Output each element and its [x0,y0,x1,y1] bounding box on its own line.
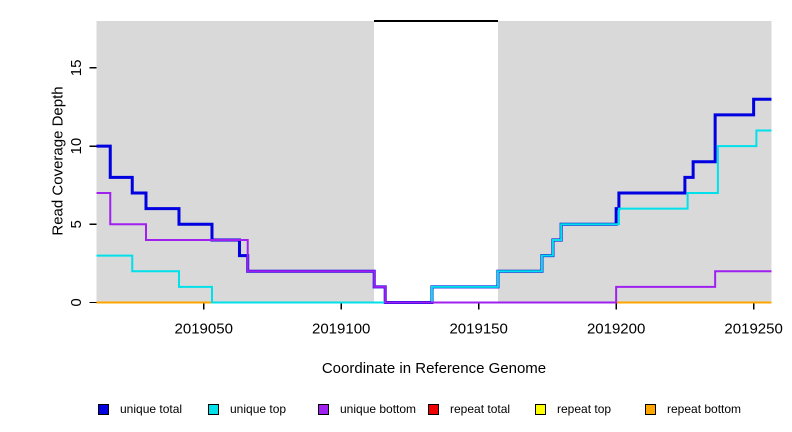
y-tick-label: 10 [68,138,85,155]
x-tick-label: 2019200 [587,321,645,338]
x-tick-label: 2019150 [449,321,507,338]
series-unique-top [96,129,772,304]
y-tick-label: 5 [68,220,85,228]
y-tick-label: 0 [68,298,85,306]
series-unique-bottom [96,192,772,304]
x-axis-title: Coordinate in Reference Genome [321,360,547,377]
plot-shading-region [96,21,375,303]
y-tick-label: 15 [68,60,85,77]
x-tick-label: 2019250 [724,321,782,338]
y-axis-title: Read Coverage Depth [49,86,67,236]
x-tick-label: 2019050 [175,321,233,338]
plot-shading-region [497,21,772,303]
x-tick-label: 2019100 [312,321,370,338]
